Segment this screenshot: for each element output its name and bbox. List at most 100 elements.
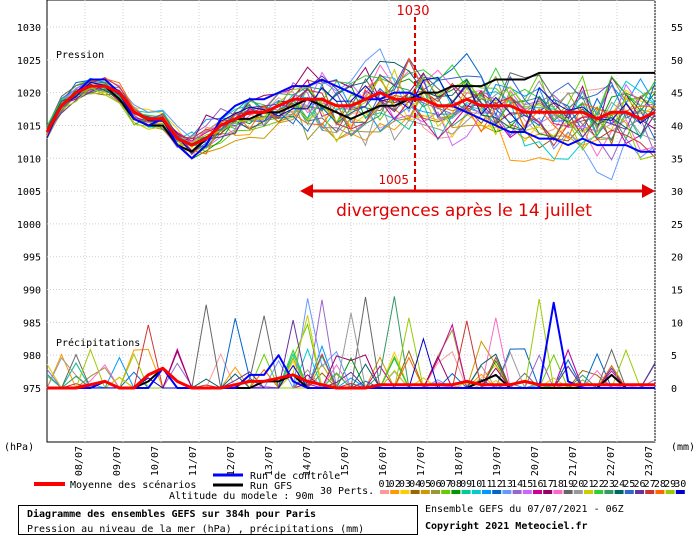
annotation-top-value: 1030 [396, 4, 429, 19]
left-axis-unit: (hPa) [4, 442, 34, 453]
pressure-section-label: Pression [56, 50, 104, 61]
member-color-swatch [400, 490, 410, 494]
y-tick-label-left: 1030 [17, 23, 41, 34]
member-number: 13 [501, 479, 513, 490]
y-tick-label-right: 0 [671, 384, 677, 395]
y-tick-label-left: 1025 [17, 56, 41, 67]
member-color-swatch [635, 490, 644, 494]
member-number: 29 [664, 479, 676, 490]
y-tick-label-right: 55 [671, 23, 683, 34]
member-color-swatch [420, 490, 430, 494]
legend-gfs-label: Run GFS [250, 481, 292, 492]
right-axis-unit: (mm) [671, 442, 695, 453]
mean-precip-line [47, 366, 655, 390]
y-tick-label-right: 40 [671, 121, 683, 132]
member-color-swatch [614, 490, 624, 494]
mean-pressure-line [45, 84, 656, 147]
y-tick-label-right: 35 [671, 154, 683, 165]
member-number: 09 [460, 479, 472, 490]
member-color-swatch [675, 490, 685, 494]
member-color-swatch [563, 490, 573, 494]
member-color-swatch [553, 490, 563, 494]
member-number: 26 [633, 479, 645, 490]
member-pressure-line [46, 75, 656, 160]
x-tick-label: 23/07 [644, 446, 655, 476]
y-tick-label-left: 980 [23, 351, 41, 362]
x-tick-label: 12/07 [226, 446, 237, 476]
member-pressure-line [46, 64, 656, 147]
member-number: 06 [429, 479, 441, 490]
x-tick-label: 09/07 [112, 446, 123, 476]
y-tick-label-right: 45 [671, 89, 683, 100]
member-color-swatch [441, 490, 451, 494]
chart-title: Diagramme des ensembles GEFS sur 384h po… [27, 509, 316, 520]
member-number: 18 [552, 479, 564, 490]
member-number: 05 [419, 479, 431, 490]
member-number: 17 [542, 479, 554, 490]
member-number: 01 [378, 479, 390, 490]
x-tick-label: 10/07 [150, 446, 161, 476]
copyright-text: Copyright 2021 Meteociel.fr [425, 521, 588, 532]
x-tick-label: 18/07 [454, 446, 465, 476]
member-color-swatch [665, 490, 675, 494]
y-tick-label-right: 10 [671, 318, 683, 329]
member-color-swatch [522, 490, 532, 494]
member-color-swatch [573, 490, 583, 494]
y-tick-label-right: 50 [671, 56, 683, 67]
x-tick-label: 22/07 [606, 446, 617, 476]
y-tick-label-left: 1010 [17, 154, 41, 165]
legend-control-label: Run de contrôle [250, 470, 340, 482]
member-number: 24 [613, 479, 625, 490]
legend-perts-label: 30 Perts. [320, 486, 374, 497]
x-tick-label: 21/07 [568, 446, 579, 476]
chart-subtitle: Pression au niveau de la mer (hPa) , pré… [27, 524, 365, 535]
x-tick-label: 08/07 [74, 446, 85, 476]
x-tick-label: 17/07 [416, 446, 427, 476]
member-color-swatch [410, 490, 420, 494]
precip-section-label: Précipitations [56, 337, 140, 349]
member-number: 04 [409, 479, 421, 490]
member-color-swatch [431, 490, 440, 494]
x-tick-label: 15/07 [340, 446, 351, 476]
member-number: 20 [572, 479, 584, 490]
ensemble-run-label: Ensemble GEFS du 07/07/2021 - 06Z [425, 504, 624, 515]
y-tick-label-right: 30 [671, 187, 683, 198]
member-number: 08 [450, 479, 462, 490]
member-color-swatch [461, 490, 471, 494]
member-number: 14 [511, 479, 523, 490]
divergence-annotation: divergences après le 14 juillet [336, 201, 592, 221]
member-number: 28 [654, 479, 666, 490]
divergence-arrow-right-head [642, 184, 655, 198]
member-number: 07 [440, 479, 452, 490]
member-pressure-line [46, 47, 656, 181]
member-color-swatch [655, 490, 665, 494]
member-number: 15 [521, 479, 533, 490]
y-tick-label-left: 990 [23, 286, 41, 297]
member-color-swatch [390, 490, 400, 494]
member-color-swatch [512, 490, 522, 494]
x-tick-label: 11/07 [188, 446, 199, 476]
member-pressure-line [46, 76, 656, 152]
x-tick-label: 13/07 [264, 446, 275, 476]
title-box: Diagramme des ensembles GEFS sur 384h po… [18, 505, 418, 535]
legend-mean-label: Moyenne des scénarios [70, 479, 196, 491]
x-tick-label: 19/07 [492, 446, 503, 476]
y-tick-label-left: 995 [23, 253, 41, 264]
divergence-arrow-left-head [300, 184, 313, 198]
y-tick-label-right: 5 [671, 351, 677, 362]
member-color-swatch [624, 490, 634, 494]
member-number: 23 [603, 479, 615, 490]
member-pressure-line [46, 57, 656, 155]
member-number: 21 [582, 479, 594, 490]
member-number: 25 [623, 479, 635, 490]
member-color-swatch [604, 490, 614, 494]
member-number: 03 [399, 479, 411, 490]
x-tick-label: 14/07 [302, 446, 313, 476]
x-tick-label: 20/07 [530, 446, 541, 476]
member-number: 30 [674, 479, 686, 490]
y-tick-label-left: 1015 [17, 121, 41, 132]
member-color-swatch [533, 490, 542, 494]
member-color-swatch [645, 490, 655, 494]
member-number: 19 [562, 479, 574, 490]
member-number: 22 [593, 479, 605, 490]
